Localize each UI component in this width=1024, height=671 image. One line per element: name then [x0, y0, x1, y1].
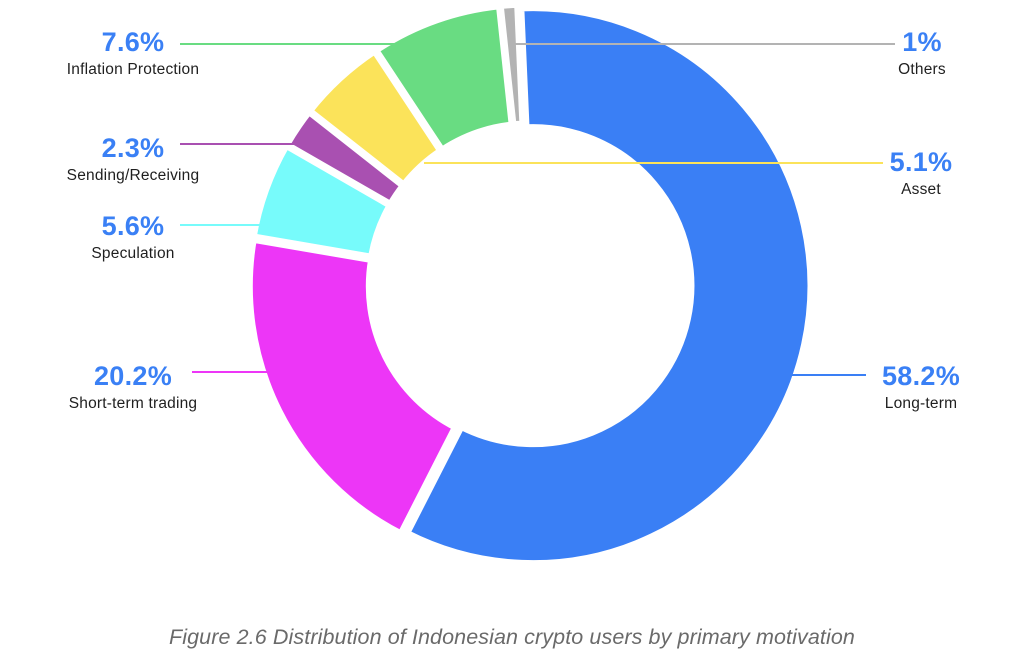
value-label: 5.1% — [889, 147, 953, 177]
category-label: Others — [898, 61, 946, 78]
category-label: Inflation Protection — [66, 61, 200, 78]
category-label: Long-term — [884, 395, 958, 412]
value-label: 2.3% — [101, 133, 165, 163]
category-label: Sending/Receiving — [66, 167, 200, 184]
label-asset: 5.1% Asset — [811, 147, 1024, 200]
value-label: 1% — [902, 27, 942, 57]
leader-line-others — [512, 43, 895, 45]
leader-line-asset — [424, 162, 883, 164]
donut-chart — [245, 0, 815, 568]
label-others: 1% Others — [812, 27, 1024, 80]
category-label: Asset — [901, 181, 941, 198]
leader-line-sending-receiving — [180, 143, 295, 145]
slice-others — [496, 0, 527, 129]
leader-line-short-term-trading — [192, 371, 272, 373]
value-label: 58.2% — [881, 361, 961, 391]
slice-long-term — [401, 4, 815, 568]
label-short-term-trading: 20.2% Short-term trading — [23, 361, 243, 414]
leader-line-long-term — [790, 374, 866, 376]
label-sending-receiving: 2.3% Sending/Receiving — [23, 133, 243, 186]
leader-line-speculation — [180, 224, 266, 226]
figure-caption: Figure 2.6 Distribution of Indonesian cr… — [169, 625, 855, 649]
label-inflation-protection: 7.6% Inflation Protection — [23, 27, 243, 80]
label-speculation: 5.6% Speculation — [23, 211, 243, 264]
value-label: 20.2% — [93, 361, 173, 391]
category-label: Short-term trading — [68, 395, 198, 412]
value-label: 5.6% — [101, 211, 165, 241]
value-label: 7.6% — [101, 27, 165, 57]
label-long-term: 58.2% Long-term — [811, 361, 1024, 414]
leader-line-inflation-protection — [180, 43, 400, 45]
category-label: Speculation — [91, 245, 175, 262]
slice-short-term-trading — [245, 235, 461, 539]
